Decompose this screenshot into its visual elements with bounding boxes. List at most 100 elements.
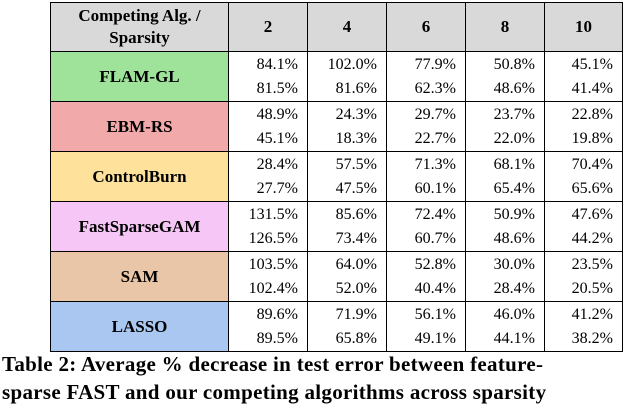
value-cell: 23.7% 22.0%: [465, 101, 545, 152]
value: 71.9%: [335, 305, 377, 323]
value-cell: 30.0% 28.4%: [465, 251, 545, 302]
value: 47.5%: [335, 179, 377, 197]
value: 20.5%: [571, 279, 613, 297]
value: 48.9%: [256, 105, 298, 123]
value: 65.4%: [493, 179, 535, 197]
value: 40.4%: [414, 279, 456, 297]
value: 60.1%: [414, 179, 456, 197]
value: 30.0%: [493, 255, 535, 273]
value: 22.0%: [493, 129, 535, 147]
value-cell: 56.1% 49.1%: [386, 301, 466, 352]
value: 23.7%: [493, 105, 535, 123]
value: 18.3%: [335, 129, 377, 147]
value: 44.2%: [571, 229, 613, 247]
header-cell: Competing Alg. / Sparsity: [50, 2, 229, 52]
value: 73.4%: [335, 229, 377, 247]
value: 44.1%: [493, 329, 535, 347]
value: 77.9%: [414, 55, 456, 73]
row-name-cell: ControlBurn: [50, 151, 229, 202]
value: 19.8%: [571, 129, 613, 147]
caption-line: Table 2: Average % decrease in test erro…: [2, 352, 543, 377]
value: 28.4%: [493, 279, 535, 297]
header-text: Competing Alg. /: [78, 6, 201, 25]
header-cell: 4: [307, 2, 387, 52]
value: 41.4%: [571, 79, 613, 97]
value: 52.8%: [414, 255, 456, 273]
value: 102.4%: [248, 279, 298, 297]
caption-text: sparse FAST and our competing algorithms…: [2, 380, 547, 404]
value: 48.6%: [493, 79, 535, 97]
row-name-cell: FLAM-GL: [50, 51, 229, 102]
row-name-cell: LASSO: [50, 301, 229, 352]
column-label: 8: [500, 17, 510, 36]
value-cell: 84.1% 81.5%: [228, 51, 308, 102]
caption-line: sparse FAST and our competing algorithms…: [2, 380, 546, 405]
value-cell: 85.6% 73.4%: [307, 201, 387, 252]
value: 68.1%: [493, 155, 535, 173]
row-name: FLAM-GL: [99, 66, 180, 86]
header-cell: 2: [228, 2, 308, 52]
value: 81.6%: [335, 79, 377, 97]
value: 62.3%: [414, 79, 456, 97]
value: 22.7%: [414, 129, 456, 147]
value-cell: 45.1% 41.4%: [544, 51, 623, 102]
value: 49.1%: [414, 329, 456, 347]
value: 45.1%: [256, 129, 298, 147]
value: 56.1%: [414, 305, 456, 323]
value: 102.0%: [327, 55, 377, 73]
value: 131.5%: [248, 205, 298, 223]
value: 126.5%: [248, 229, 298, 247]
value: 84.1%: [256, 55, 298, 73]
value: 45.1%: [571, 55, 613, 73]
value: 47.6%: [571, 205, 613, 223]
row-name-cell: FastSparseGAM: [50, 201, 229, 252]
row-name: LASSO: [111, 316, 168, 336]
value: 38.2%: [571, 329, 613, 347]
value: 72.4%: [414, 205, 456, 223]
value-cell: 68.1% 65.4%: [465, 151, 545, 202]
row-name: ControlBurn: [92, 166, 187, 186]
value: 71.3%: [414, 155, 456, 173]
value-cell: 71.9% 65.8%: [307, 301, 387, 352]
value-cell: 71.3% 60.1%: [386, 151, 466, 202]
column-label: 10: [575, 17, 592, 36]
value: 48.6%: [493, 229, 535, 247]
header-text: Sparsity: [109, 28, 170, 47]
value-cell: 48.9% 45.1%: [228, 101, 308, 152]
value-cell: 131.5% 126.5%: [228, 201, 308, 252]
value-cell: 23.5% 20.5%: [544, 251, 623, 302]
row-name: FastSparseGAM: [78, 216, 201, 236]
value: 27.7%: [256, 179, 298, 197]
value: 89.6%: [256, 305, 298, 323]
header-cell: 6: [386, 2, 466, 52]
value: 64.0%: [335, 255, 377, 273]
row-name: EBM-RS: [106, 116, 173, 136]
value: 23.5%: [571, 255, 613, 273]
column-label: 6: [421, 17, 431, 36]
value: 22.8%: [571, 105, 613, 123]
value-cell: 89.6% 89.5%: [228, 301, 308, 352]
value: 46.0%: [493, 305, 535, 323]
value-cell: 52.8% 40.4%: [386, 251, 466, 302]
value-cell: 64.0% 52.0%: [307, 251, 387, 302]
row-name: SAM: [120, 266, 159, 286]
value-cell: 50.8% 48.6%: [465, 51, 545, 102]
value: 70.4%: [571, 155, 613, 173]
value-cell: 77.9% 62.3%: [386, 51, 466, 102]
header-cell: 8: [465, 2, 545, 52]
value: 65.6%: [571, 179, 613, 197]
value-cell: 72.4% 60.7%: [386, 201, 466, 252]
value: 29.7%: [414, 105, 456, 123]
value: 52.0%: [335, 279, 377, 297]
value: 60.7%: [414, 229, 456, 247]
value: 65.8%: [335, 329, 377, 347]
value: 85.6%: [335, 205, 377, 223]
value-cell: 70.4% 65.6%: [544, 151, 623, 202]
value: 28.4%: [256, 155, 298, 173]
column-label: 2: [263, 17, 273, 36]
row-name-cell: SAM: [50, 251, 229, 302]
value-cell: 28.4% 27.7%: [228, 151, 308, 202]
value-cell: 102.0% 81.6%: [307, 51, 387, 102]
value: 81.5%: [256, 79, 298, 97]
